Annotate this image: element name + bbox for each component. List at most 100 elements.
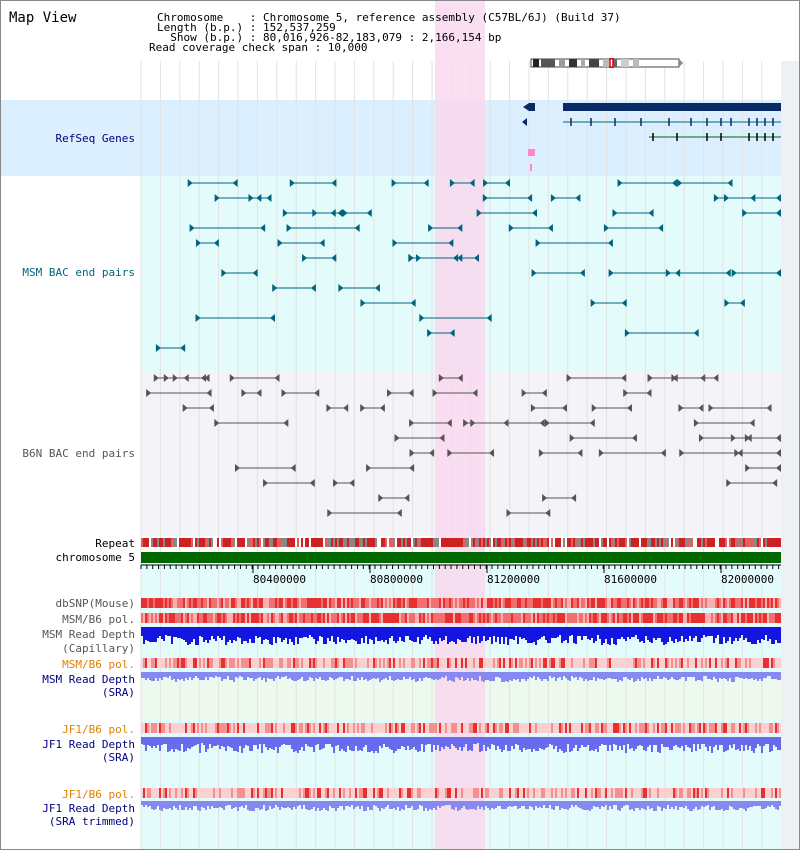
- track-label-msm-bac[interactable]: MSM BAC end pairs: [22, 266, 135, 279]
- heat-mark: [593, 723, 595, 733]
- track-label-jf1-depth-trim[interactable]: JF1 Read Depth: [42, 802, 135, 815]
- repeat-mark: [265, 538, 267, 547]
- depth-bar: [535, 627, 537, 645]
- depth-bar: [689, 627, 691, 636]
- heat-mark: [149, 788, 151, 798]
- depth-bar: [605, 801, 607, 805]
- bac-end: [277, 239, 283, 247]
- depth-bar: [297, 737, 299, 753]
- heat-mark: [471, 788, 473, 798]
- depth-bar: [509, 672, 511, 680]
- depth-bar: [611, 627, 613, 638]
- gene-feature: [563, 103, 781, 111]
- bac-end: [672, 179, 678, 187]
- heat-mark: [191, 658, 193, 668]
- depth-bar: [207, 672, 209, 680]
- heat-mark: [743, 658, 745, 668]
- depth-bar: [249, 737, 251, 751]
- heat-mark: [243, 598, 245, 608]
- heat-mark: [413, 613, 415, 623]
- heat-mark: [141, 613, 143, 623]
- depth-bar: [459, 672, 461, 680]
- heat-mark: [727, 788, 729, 798]
- repeat-mark: [299, 538, 301, 547]
- heat-mark: [637, 658, 639, 668]
- depth-bar: [527, 627, 529, 643]
- heat-mark: [237, 613, 239, 623]
- track-label-dbsnp[interactable]: dbSNP(Mouse): [55, 597, 135, 610]
- bac-end: [272, 284, 278, 292]
- depth-bar: [327, 627, 329, 638]
- depth-bar: [163, 737, 165, 744]
- track-label-chromosome[interactable]: chromosome 5: [55, 551, 135, 564]
- depth-bar: [173, 801, 175, 806]
- heat-mark: [443, 658, 445, 668]
- bac-end: [749, 419, 755, 427]
- heat-mark: [513, 598, 515, 608]
- depth-bar: [143, 737, 145, 745]
- depth-bar: [501, 627, 503, 637]
- heat-mark: [725, 658, 727, 668]
- heat-mark: [629, 613, 631, 623]
- track-label-b6n-bac[interactable]: B6N BAC end pairs: [22, 447, 135, 460]
- track-label-msm-b6-pol-sra[interactable]: MSM/B6 pol.: [62, 658, 135, 671]
- track-label-msm-depth-cap[interactable]: MSM Read Depth: [42, 628, 135, 641]
- depth-bar: [305, 672, 307, 681]
- depth-bar: [365, 627, 367, 636]
- depth-bar: [555, 672, 557, 681]
- track-label-jf1-b6-pol[interactable]: JF1/B6 pol.: [62, 723, 135, 736]
- depth-bar: [289, 627, 291, 639]
- depth-bar: [667, 737, 669, 747]
- heat-mark: [313, 788, 315, 798]
- depth-bar: [325, 801, 327, 810]
- depth-bar: [459, 737, 461, 747]
- heat-mark: [401, 723, 403, 733]
- heat-mark: [425, 613, 427, 623]
- track-label-refseq[interactable]: RefSeq Genes: [55, 132, 135, 145]
- heat-mark: [313, 723, 315, 733]
- depth-bar: [231, 627, 233, 643]
- depth-bar: [231, 737, 233, 748]
- heat-mark: [397, 788, 399, 798]
- chromosome-ideogram[interactable]: [529, 53, 683, 69]
- bac-end: [331, 179, 337, 187]
- depth-bar: [675, 627, 677, 639]
- depth-bar: [281, 737, 283, 745]
- depth-bar: [765, 737, 767, 744]
- depth-bar: [571, 627, 573, 635]
- heat-mark: [531, 613, 533, 623]
- heat-mark: [267, 598, 269, 608]
- repeat-mark: [393, 538, 395, 547]
- heat-mark: [407, 788, 409, 798]
- heat-mark: [581, 658, 583, 668]
- depth-bar: [583, 627, 585, 636]
- depth-bar: [573, 627, 575, 643]
- bac-end: [408, 389, 414, 397]
- repeat-mark: [163, 538, 165, 547]
- heat-mark: [775, 613, 777, 623]
- heat-mark: [537, 613, 539, 623]
- heat-mark: [503, 613, 505, 623]
- repeat-mark: [269, 538, 271, 547]
- depth-bar: [175, 672, 177, 682]
- depth-bar: [747, 627, 749, 642]
- repeat-mark: [757, 538, 759, 547]
- depth-bar: [723, 627, 725, 637]
- repeat-mark: [491, 538, 493, 547]
- heat-mark: [171, 723, 173, 733]
- depth-bar: [311, 672, 313, 678]
- depth-bar: [361, 672, 363, 677]
- heat-mark: [263, 723, 265, 733]
- depth-bar: [713, 801, 715, 806]
- heat-mark: [221, 658, 223, 668]
- track-label-msm-b6-pol[interactable]: MSM/B6 pol.: [62, 613, 135, 626]
- track-label-repeat[interactable]: Repeat: [95, 537, 135, 550]
- track-label-jf1-depth-sra[interactable]: JF1 Read Depth: [42, 738, 135, 751]
- heat-mark: [385, 613, 387, 623]
- depth-bar: [267, 801, 269, 810]
- track-label-jf1-b6-pol-2[interactable]: JF1/B6 pol.: [62, 788, 135, 801]
- bac-end: [266, 194, 272, 202]
- heat-mark: [685, 788, 687, 798]
- track-label-msm-depth-sra[interactable]: MSM Read Depth: [42, 673, 135, 686]
